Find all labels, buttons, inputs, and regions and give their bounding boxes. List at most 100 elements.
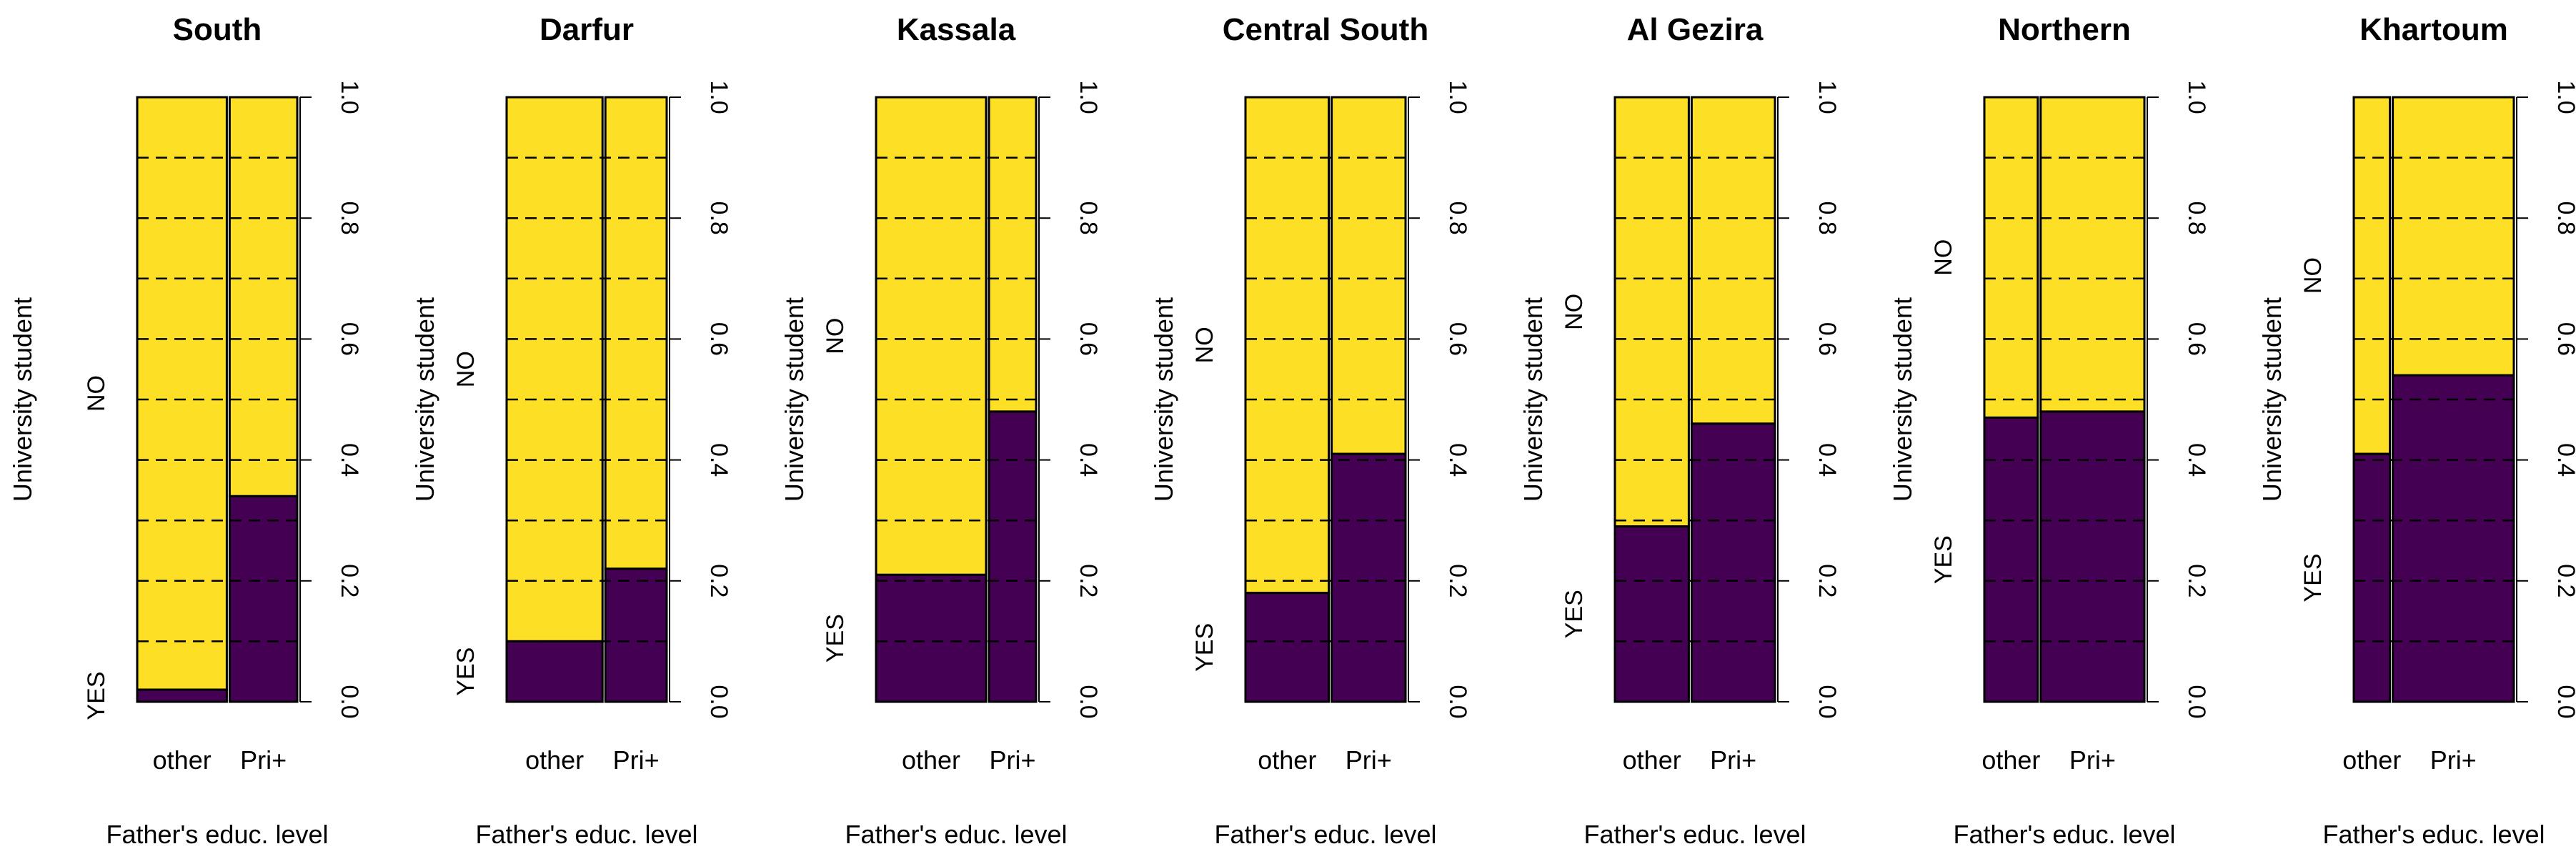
right-axis-tick-label: 0.8 — [336, 202, 363, 235]
right-axis-tick-label: 0.6 — [2183, 322, 2210, 356]
bar-other-no — [1244, 96, 1331, 595]
right-axis-tick-label: 0.6 — [2552, 322, 2576, 356]
right-axis-tick-label: 0.4 — [1814, 443, 1841, 477]
x-category-label-other: other — [902, 745, 960, 775]
right-axis-tick-label: 0.4 — [2183, 443, 2210, 477]
bar-other-yes — [505, 640, 604, 703]
bar-other-no — [136, 96, 228, 691]
right-axis-tick-label: 0.4 — [2552, 443, 2576, 477]
y-category-label-yes: YES — [1191, 623, 1218, 672]
right-axis-tick-label: 1.0 — [2183, 80, 2210, 114]
bar-pri-no — [988, 96, 1038, 413]
right-axis-tick-label: 1.0 — [1444, 80, 1471, 114]
y-category-label-no: NO — [83, 375, 110, 412]
right-axis-tick-label: 0.6 — [1444, 322, 1471, 356]
right-axis-tick-label: 0.6 — [705, 322, 732, 356]
right-axis-tick-label: 0.4 — [1075, 443, 1102, 477]
right-axis-tick-label: 0.0 — [1814, 685, 1841, 718]
x-category-label-other: other — [1981, 745, 2040, 775]
y-axis-title: University student — [780, 297, 809, 502]
right-axis-tick-label: 0.8 — [1444, 202, 1471, 235]
right-axis-tick-label: 1.0 — [1814, 80, 1841, 114]
x-category-label-pri: Pri+ — [1346, 745, 1392, 775]
right-axis-tick-label: 0.0 — [2552, 685, 2576, 718]
x-category-label-pri: Pri+ — [2069, 745, 2116, 775]
right-axis-tick-label: 0.8 — [2552, 202, 2576, 235]
right-axis-tick-label: 0.6 — [336, 322, 363, 356]
bar-other-no — [1613, 96, 1690, 528]
bar-other-no — [505, 96, 604, 642]
bar-pri-yes — [2039, 410, 2146, 703]
y-category-label-yes: YES — [1561, 590, 1588, 638]
right-axis-tick-label: 0.8 — [1814, 202, 1841, 235]
right-axis-tick-label: 1.0 — [705, 80, 732, 114]
x-axis-title: Father's educ. level — [1953, 820, 2175, 849]
bar-pri-yes — [2392, 374, 2515, 703]
y-axis-title: University student — [1518, 297, 1548, 502]
bar-pri-yes — [988, 410, 1038, 703]
bar-pri-no — [2039, 96, 2146, 413]
y-axis-title: University student — [2257, 297, 2287, 502]
bar-pri-no — [1690, 96, 1776, 425]
panel-title: Khartoum — [2359, 12, 2508, 47]
right-axis-tick-label: 0.2 — [2552, 564, 2576, 597]
x-axis-title: Father's educ. level — [1214, 820, 1436, 849]
right-axis-tick-label: 0.8 — [705, 202, 732, 235]
bar-other-yes — [1983, 416, 2039, 703]
y-category-label-no: NO — [1191, 327, 1218, 363]
x-category-label-pri: Pri+ — [989, 745, 1035, 775]
x-category-label-pri: Pri+ — [240, 745, 287, 775]
bar-pri-no — [228, 96, 299, 497]
x-category-label-other: other — [1623, 745, 1681, 775]
right-axis-tick-label: 1.0 — [2552, 80, 2576, 114]
x-category-label-other: other — [1258, 745, 1316, 775]
x-axis-title: Father's educ. level — [1583, 820, 1806, 849]
bar-other-no — [2352, 96, 2392, 455]
right-axis-tick-label: 0.8 — [2183, 202, 2210, 235]
right-axis-tick-label: 0.2 — [705, 564, 732, 597]
y-axis-title: University student — [1149, 297, 1178, 502]
right-axis-tick-label: 1.0 — [336, 80, 363, 114]
right-axis-tick-label: 0.4 — [336, 443, 363, 477]
right-axis-tick-label: 0.4 — [705, 443, 732, 477]
right-axis-tick-label: 0.0 — [705, 685, 732, 718]
right-axis-tick-label: 0.2 — [336, 564, 363, 597]
right-axis-tick-label: 0.2 — [1075, 564, 1102, 597]
bar-other-yes — [136, 688, 228, 703]
x-category-label-other: other — [2342, 745, 2401, 775]
y-category-label-yes: YES — [1930, 535, 1957, 584]
panel-title: Kassala — [897, 12, 1016, 47]
y-category-label-yes: YES — [452, 647, 479, 696]
panel-title: Northern — [1998, 12, 2131, 47]
x-axis-title: Father's educ. level — [845, 820, 1067, 849]
right-axis-tick-label: 0.4 — [1444, 443, 1471, 477]
right-axis-tick-label: 0.2 — [1814, 564, 1841, 597]
y-axis-title: University student — [410, 297, 439, 502]
right-axis-tick-label: 0.6 — [1814, 322, 1841, 356]
right-axis-tick-label: 0.0 — [1444, 685, 1471, 718]
y-category-label-no: NO — [452, 351, 479, 387]
x-category-label-other: other — [153, 745, 212, 775]
x-axis-title: Father's educ. level — [475, 820, 697, 849]
bar-pri-yes — [604, 567, 668, 703]
right-axis-tick-label: 0.0 — [1075, 685, 1102, 718]
right-axis-tick-label: 0.0 — [336, 685, 363, 718]
y-axis-title: University student — [8, 297, 37, 502]
x-category-label-pri: Pri+ — [2430, 745, 2477, 775]
x-category-label-other: other — [525, 745, 584, 775]
bar-pri-no — [604, 96, 668, 570]
bar-pri-no — [1331, 96, 1407, 455]
right-axis-tick-label: 0.2 — [1444, 564, 1471, 597]
y-category-label-yes: YES — [83, 672, 110, 720]
panel-title: South — [173, 12, 262, 47]
y-category-label-no: NO — [822, 318, 849, 354]
bar-pri-yes — [1331, 452, 1407, 703]
y-category-label-no: NO — [1930, 239, 1957, 276]
bar-other-no — [875, 96, 988, 576]
y-category-label-yes: YES — [822, 614, 849, 662]
bar-other-yes — [2352, 452, 2392, 703]
x-axis-title: Father's educ. level — [2322, 820, 2545, 849]
bar-pri-no — [2392, 96, 2515, 377]
y-axis-title: University student — [1888, 297, 1917, 502]
